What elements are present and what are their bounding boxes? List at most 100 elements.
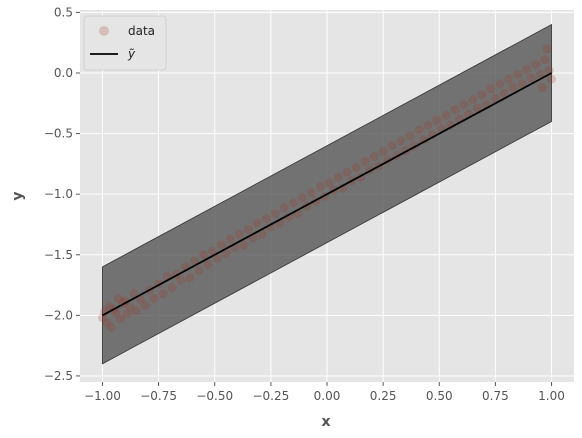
data-point <box>405 131 415 141</box>
x-tick-label: 1.00 <box>538 389 565 403</box>
y-tick-label: −1.0 <box>44 187 73 201</box>
data-point <box>158 289 168 299</box>
data-point <box>261 213 271 223</box>
data-point <box>351 163 361 173</box>
data-point <box>190 256 200 266</box>
data-point <box>284 212 294 222</box>
x-tick-label: −0.50 <box>196 389 233 403</box>
data-point <box>535 69 545 79</box>
data-point <box>185 273 195 283</box>
data-point <box>243 224 253 234</box>
data-point <box>234 229 244 239</box>
data-point <box>468 95 478 105</box>
y-tick-label: −2.0 <box>44 308 73 322</box>
data-point <box>419 135 429 145</box>
data-point <box>129 289 139 299</box>
x-tick-label: 0.00 <box>314 389 341 403</box>
y-axis-label: y <box>10 191 26 200</box>
data-point <box>378 147 388 157</box>
data-point <box>508 83 518 93</box>
data-point <box>111 308 121 318</box>
y-tick-label: −2.5 <box>44 369 73 383</box>
data-point <box>526 73 536 83</box>
data-point <box>225 234 235 244</box>
x-axis-label: x <box>321 414 330 430</box>
x-tick-label: −0.25 <box>252 389 289 403</box>
data-point <box>504 74 514 84</box>
data-point <box>459 100 469 110</box>
data-point <box>120 296 130 306</box>
data-point <box>279 203 289 213</box>
data-point <box>441 110 451 120</box>
data-point <box>342 167 352 177</box>
data-point <box>517 79 527 89</box>
legend-data-label: data <box>128 24 155 38</box>
data-point <box>122 309 132 319</box>
data-point <box>538 83 548 93</box>
data-point <box>102 318 112 328</box>
data-point <box>212 253 222 263</box>
y-tick-label: −1.5 <box>44 248 73 262</box>
data-point <box>432 115 442 125</box>
data-point <box>297 193 307 203</box>
grid-lines <box>80 10 574 382</box>
data-point <box>149 293 159 303</box>
data-point <box>477 90 487 100</box>
data-point <box>428 130 438 140</box>
data-point <box>203 259 213 269</box>
data-point <box>113 293 123 303</box>
data-point <box>547 74 557 84</box>
data-point <box>306 188 316 198</box>
data-point <box>531 60 541 70</box>
data-point <box>369 152 379 162</box>
legend-fit-label: ỹ <box>127 47 136 61</box>
x-tick-label: 0.50 <box>426 389 453 403</box>
fit-line-path <box>102 72 552 317</box>
data-point <box>450 104 460 114</box>
data-point <box>495 79 505 89</box>
data-point <box>100 307 110 317</box>
data-point <box>270 209 280 219</box>
data-point <box>239 240 249 250</box>
data-point <box>131 306 141 316</box>
data-point <box>288 198 298 208</box>
fit-line <box>102 72 552 317</box>
y-tick-label: 0.5 <box>54 5 73 19</box>
x-axis-ticks: −1.00 −0.75 −0.50 −0.25 0.00 0.25 0.50 0.75 1.00 <box>84 382 565 403</box>
data-point <box>252 218 262 228</box>
data-point <box>499 89 509 99</box>
data-point <box>115 314 125 324</box>
data-point <box>490 93 500 103</box>
legend-box <box>83 15 167 71</box>
data-point <box>106 322 116 332</box>
data-point <box>104 302 114 312</box>
data-point <box>207 246 217 256</box>
data-point <box>124 302 134 312</box>
x-tick-label: −1.00 <box>84 389 121 403</box>
x-tick-label: 0.75 <box>482 389 509 403</box>
legend: data ỹ <box>83 15 167 71</box>
data-point <box>387 141 397 151</box>
x-tick-label: −0.75 <box>140 389 177 403</box>
data-point <box>315 182 325 192</box>
data-point <box>540 55 550 65</box>
data-point <box>97 313 107 323</box>
data-point <box>472 103 482 113</box>
data-point <box>167 282 177 292</box>
data-point <box>360 156 370 166</box>
data-point <box>216 240 226 250</box>
y-tick-label: −0.5 <box>44 127 73 141</box>
legend-data-marker <box>99 26 109 36</box>
data-point <box>522 64 532 74</box>
data-point <box>140 301 150 311</box>
data-point <box>414 125 424 135</box>
x-tick-label: 0.25 <box>370 389 397 403</box>
data-point <box>199 250 208 260</box>
data-point <box>446 120 455 130</box>
data-point <box>423 120 433 130</box>
data-point <box>221 249 231 259</box>
data-point <box>486 84 496 94</box>
data-point <box>257 229 267 239</box>
data-point <box>542 44 552 54</box>
data-point <box>333 172 343 182</box>
